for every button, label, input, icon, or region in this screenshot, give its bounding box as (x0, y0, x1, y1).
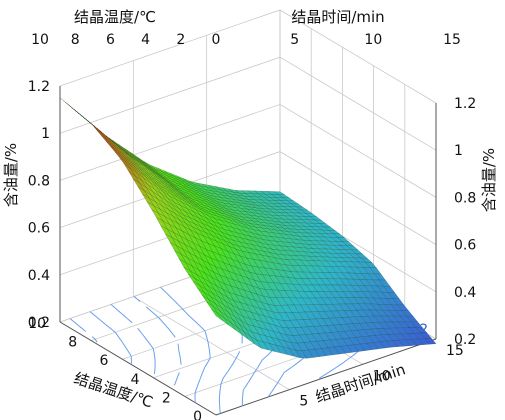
right-oil-tick: 0.6 (454, 238, 476, 254)
contour-line (89, 311, 132, 365)
right-oil-tick: 1 (454, 143, 463, 159)
contour-line (160, 286, 211, 403)
left-oil-tick: 1 (41, 126, 50, 142)
oil-axis-label-left: 含油量/% (2, 143, 20, 207)
bottom-time-tick: 5 (299, 394, 308, 410)
top-time-tick: 0 (212, 32, 221, 48)
bottom-time-tick: 10 (373, 368, 391, 384)
top-temperature-tick: 8 (71, 32, 80, 48)
top-temperature-tick: 10 (31, 32, 49, 48)
bottom-temperature-tick: 10 (28, 316, 46, 332)
right-oil-tick: 0.8 (454, 190, 476, 206)
contour-line (110, 304, 156, 374)
right-oil-tick: 0.2 (454, 332, 476, 348)
right-oil-tick: 1.2 (454, 96, 476, 112)
top-temperature-tick: 2 (176, 32, 185, 48)
time-axis-label-bottom: 结晶时间/min (313, 360, 407, 406)
top-time-tick: 5 (290, 32, 299, 48)
top-time-tick: 15 (443, 32, 461, 48)
floor-gridline (133, 296, 290, 391)
left-oil-tick: 1.2 (28, 79, 50, 95)
temperature-axis-line (59, 321, 217, 416)
oil-axis-label-right: 含油量/% (480, 148, 498, 212)
temperature-axis-label-bottom: 结晶温度/℃ (72, 369, 155, 411)
left-oil-tick: 0.2 (28, 315, 50, 331)
left-oil-tick: 0.4 (28, 268, 50, 284)
top-time-tick: 10 (364, 32, 382, 48)
surface-patch (96, 129, 108, 141)
bottom-temperature-tick: 4 (131, 372, 140, 388)
response-surface (59, 97, 437, 359)
contour-line (133, 296, 182, 386)
left-oil-tick: 0.6 (28, 221, 50, 237)
bottom-temperature-tick: 6 (99, 353, 108, 369)
bottom-temperature-tick: 0 (193, 409, 202, 420)
wall-gridline (59, 56, 437, 151)
surface-patch (91, 124, 104, 136)
left-oil-tick: 0.8 (28, 173, 50, 189)
bottom-temperature-tick: 8 (68, 335, 77, 351)
contour-line (69, 318, 98, 343)
surface-patch (211, 308, 223, 321)
bottom-temperature-tick: 2 (162, 390, 171, 406)
temperature-axis-label-top: 结晶温度/℃ (74, 8, 156, 26)
top-temperature-tick: 6 (106, 32, 115, 48)
bottom-time-tick: 15 (446, 343, 464, 359)
right-oil-tick: 0.4 (454, 285, 476, 301)
time-axis-label-top: 结晶时间/min (291, 8, 384, 26)
top-temperature-tick: 4 (141, 32, 150, 48)
time-axis-line (215, 338, 437, 416)
